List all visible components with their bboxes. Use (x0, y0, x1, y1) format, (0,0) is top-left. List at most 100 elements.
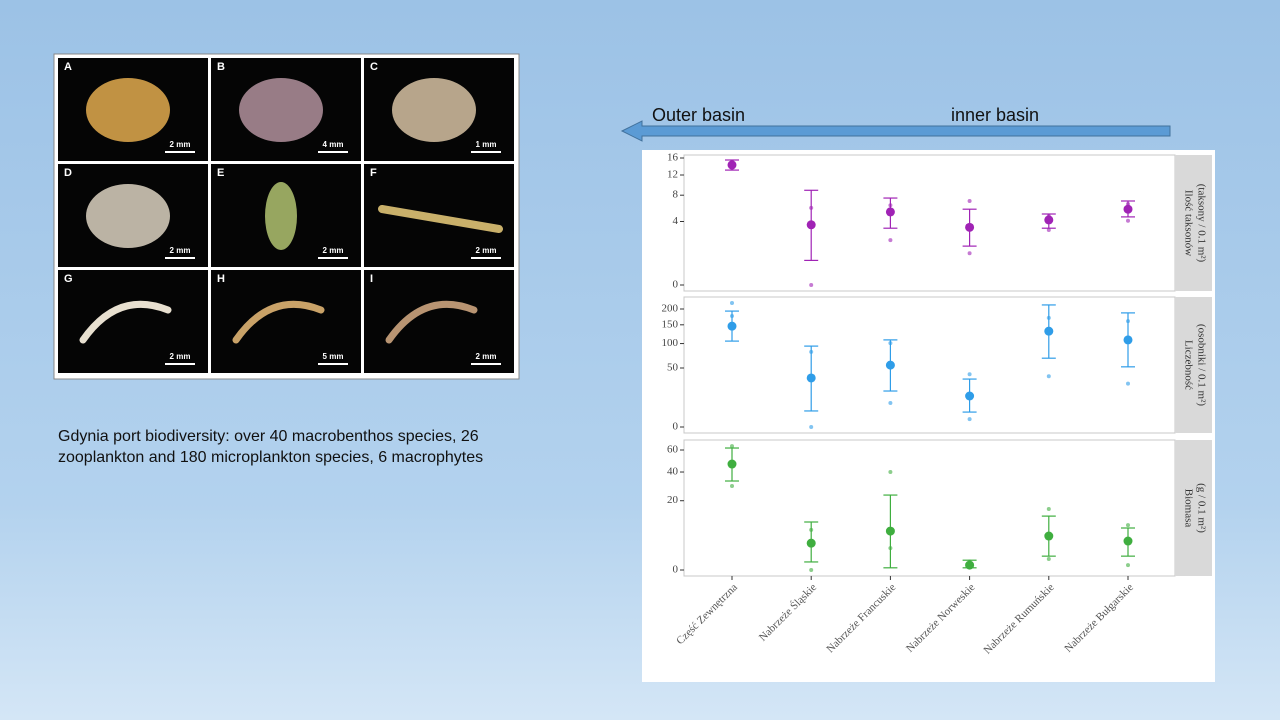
specimen (265, 182, 297, 250)
y-tick-label: 50 (667, 362, 679, 374)
mean-point (885, 207, 895, 217)
mean-point (1044, 531, 1054, 541)
caption: zooplankton and 180 microplankton specie… (58, 449, 483, 466)
photo-letter: B (217, 61, 225, 73)
mean-point (727, 459, 737, 469)
photo-letter: E (217, 167, 224, 179)
scale-label: 2 mm (170, 140, 191, 149)
observation (888, 470, 893, 475)
specimen (86, 184, 170, 248)
photo (364, 270, 514, 373)
mean-point (806, 220, 816, 230)
panel (683, 154, 1176, 292)
strip-label: (g / 0.1 m²) (1195, 483, 1207, 533)
arrow (620, 120, 1171, 142)
observation (730, 444, 734, 449)
scale-label: 4 mm (323, 140, 344, 149)
observation (967, 417, 972, 422)
observation (809, 349, 814, 354)
panel (683, 296, 1176, 434)
photo-letter: A (64, 61, 72, 73)
y-tick-label: 4 (673, 215, 679, 227)
strip-label: Liczebność (1182, 340, 1194, 390)
scale-label: 2 mm (170, 352, 191, 361)
caption: Gdynia port biodiversity: over 40 macrob… (58, 428, 479, 445)
strip (1175, 155, 1212, 291)
observation (888, 341, 893, 346)
observation (1046, 315, 1051, 320)
photo-letter: F (370, 167, 377, 179)
scale-label: 2 mm (170, 246, 191, 255)
mean-point (965, 222, 975, 232)
panel (683, 439, 1176, 577)
observation (1126, 319, 1130, 324)
observation (809, 568, 814, 572)
specimen (385, 300, 478, 344)
observation (1046, 557, 1051, 562)
mean-point (1123, 536, 1133, 546)
strip (1175, 440, 1212, 576)
mean-point (806, 538, 816, 548)
specimen (378, 205, 503, 233)
specimen (86, 78, 170, 142)
y-tick-label: 12 (667, 169, 678, 181)
mean-point (1044, 326, 1054, 336)
observation (809, 527, 814, 532)
scale-label: 5 mm (323, 352, 344, 361)
observation (809, 283, 814, 287)
scale-label: 2 mm (323, 246, 344, 255)
observation (967, 372, 972, 377)
strip-label: (taksony / 0.1 m²) (1195, 184, 1207, 263)
observation (1126, 218, 1130, 223)
observation (888, 203, 893, 208)
y-tick-label: 100 (662, 337, 679, 349)
mean-point (885, 360, 895, 370)
mean-point (727, 160, 737, 170)
photo (58, 270, 208, 373)
mean-point (1123, 204, 1133, 214)
arrow-label: Outer basin (652, 105, 745, 125)
photo-letter: D (64, 167, 72, 179)
mean-point (885, 526, 895, 536)
observation (1046, 374, 1051, 379)
photo-grid: A 2 mm B 4 mm C 1 mm D 2 mm E 2 mm F 2 mm G 2 mm H 5 mm… (58, 58, 514, 373)
arrow-label: inner basin (951, 105, 1039, 125)
y-tick-label: 0 (673, 279, 679, 291)
observation (1126, 523, 1130, 528)
photo-letter: H (217, 273, 225, 285)
observation (1046, 228, 1051, 233)
observation (888, 400, 893, 405)
observation (888, 546, 893, 551)
mean-point (727, 321, 737, 331)
mean-point (1044, 215, 1054, 225)
observation (809, 205, 814, 210)
photo (211, 270, 361, 373)
mean-point (806, 373, 816, 383)
scale-label: 2 mm (476, 352, 497, 361)
observation (809, 425, 814, 429)
mean-point (1123, 335, 1133, 345)
y-tick-label: 40 (667, 466, 679, 478)
strip-label: (osobniki / 0.1 m²) (1195, 324, 1207, 406)
observation (730, 484, 734, 488)
specimen (79, 300, 172, 344)
observation (1046, 507, 1051, 512)
y-tick-label: 0 (673, 421, 679, 433)
scale-label: 1 mm (476, 140, 497, 149)
observation (730, 313, 734, 318)
observation (1126, 563, 1130, 568)
observation (967, 198, 972, 203)
photo-letter: G (64, 273, 73, 285)
y-tick-label: 200 (662, 303, 679, 315)
y-tick-label: 20 (667, 494, 679, 506)
mean-point (965, 560, 975, 570)
observation (1126, 381, 1130, 386)
y-tick-label: 0 (673, 564, 679, 576)
observation (967, 251, 972, 256)
y-tick-label: 150 (662, 318, 679, 330)
specimen (392, 78, 476, 142)
photo-letter: C (370, 61, 378, 73)
photo-letter: I (370, 273, 373, 285)
y-tick-label: 8 (673, 189, 679, 201)
